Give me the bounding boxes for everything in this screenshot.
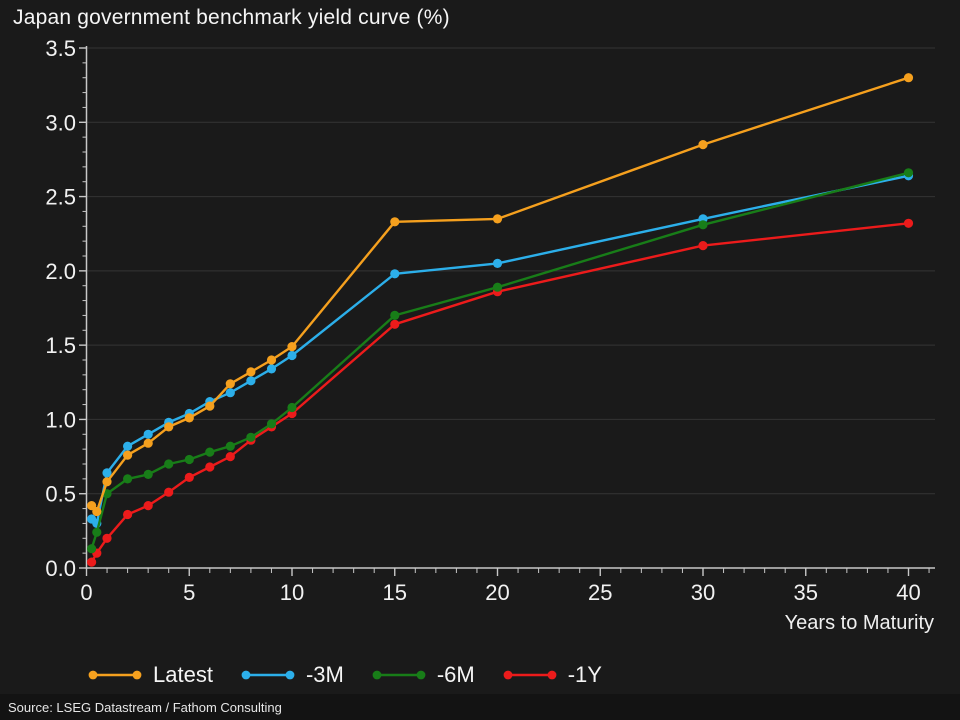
y-tick-label: 3.0 [45, 110, 76, 135]
y-tick-label: 2.5 [45, 185, 76, 210]
source-bar: Source: LSEG Datastream / Fathom Consult… [0, 694, 960, 720]
point-Latest-6y [205, 401, 215, 411]
point--3M-2y [123, 441, 133, 451]
point-Latest-4y [164, 422, 174, 432]
chart-title: Japan government benchmark yield curve (… [13, 6, 450, 29]
point--6M-0.5y [92, 527, 102, 537]
series-line-Latest [90, 76, 909, 513]
y-tick-label: 0.5 [45, 482, 76, 507]
yield-curve-chart: 0.0 0.5 1.0 1.5 2.0 2.5 3.0 3.5 0 5 10 15 20 25 30 35 40 [45, 36, 935, 605]
point-Latest-8y [246, 367, 256, 377]
point--6M-9y [266, 419, 277, 429]
legend-swatch-icon [241, 670, 295, 680]
point--6M-5y [184, 454, 194, 465]
series-line--1Y [90, 222, 909, 563]
point--1Y-7y [225, 452, 235, 462]
point-Latest-7y [225, 379, 235, 389]
point--3M-1y [102, 468, 112, 478]
point--1Y-15y [390, 319, 400, 329]
x-tick-label: 5 [183, 580, 195, 605]
legend-swatch-icon [88, 670, 142, 680]
point-Latest-15y [390, 217, 400, 227]
legend-swatch-icon [503, 670, 557, 680]
point--1Y-4y [164, 487, 174, 497]
y-tick-label: 1.0 [45, 407, 76, 432]
point--6M-4y [164, 459, 174, 469]
point--6M-15y [390, 310, 400, 320]
point--1Y-0.25y [87, 557, 97, 567]
legend-swatch-icon [372, 670, 426, 680]
point--3M-10y [287, 350, 297, 361]
legend-label: -1Y [567, 662, 602, 687]
point--1Y-1y [102, 533, 112, 543]
point-Latest-30y [698, 140, 708, 150]
point-Latest-40y [903, 73, 914, 83]
point--1Y-5y [184, 472, 194, 482]
point-Latest-2y [123, 450, 133, 460]
point--6M-8y [246, 432, 256, 442]
legend-item-minus-6m: -6M [370, 662, 475, 688]
legend-item-latest: Latest [86, 662, 213, 688]
point--6M-2y [123, 474, 133, 484]
x-tick-label: 10 [280, 580, 304, 605]
point--1Y-3y [143, 501, 153, 511]
point--6M-30y [698, 220, 708, 230]
point--6M-10y [287, 402, 297, 413]
point-Latest-0.25y [87, 501, 97, 511]
legend-label: -6M [436, 662, 475, 687]
point-Latest-5y [184, 413, 194, 423]
point-Latest-0.5y [92, 506, 102, 517]
legend-label: Latest [153, 662, 213, 687]
point--6M-3y [143, 469, 153, 479]
point--1Y-2y [123, 509, 133, 520]
point-Latest-20y [492, 214, 503, 224]
x-tick-label: 0 [80, 580, 92, 605]
y-tick-label: 3.5 [45, 36, 76, 61]
series-line--6M [90, 171, 909, 550]
point-Latest-10y [287, 342, 297, 352]
point--3M-9y [266, 364, 277, 374]
point--1Y-30y [698, 241, 708, 251]
x-tick-label: 35 [794, 580, 818, 605]
point-Latest-3y [143, 438, 153, 448]
legend-item-minus-1y: -1Y [501, 662, 602, 688]
y-tick-label: 1.5 [45, 333, 76, 358]
point--3M-8y [246, 376, 256, 386]
point--6M-0.25y [87, 544, 97, 554]
x-tick-label: 20 [485, 580, 509, 605]
point--6M-7y [225, 441, 235, 451]
legend-label: -3M [305, 662, 344, 687]
point--1Y-6y [205, 462, 215, 472]
x-tick-label: 30 [691, 580, 715, 605]
series-line--3M [90, 174, 909, 525]
point-Latest-9y [266, 355, 277, 365]
x-tick-label: 40 [896, 580, 920, 605]
source-attribution: Source: LSEG Datastream / Fathom Consult… [8, 699, 282, 715]
point--6M-20y [492, 282, 503, 292]
point--3M-15y [390, 269, 400, 279]
point--1Y-40y [903, 218, 914, 228]
point--3M-20y [492, 258, 503, 268]
point--6M-6y [205, 447, 215, 457]
x-tick-label: 25 [588, 580, 612, 605]
point--3M-3y [143, 429, 153, 439]
point-Latest-1y [102, 477, 112, 487]
point--3M-7y [225, 388, 235, 398]
legend-item-minus-3m: -3M [239, 662, 344, 688]
x-axis-title: Years to Maturity [784, 612, 934, 634]
x-tick-label: 15 [383, 580, 407, 605]
chart-legend: Latest -3M -6M -1Y [86, 662, 602, 688]
point--6M-40y [903, 168, 914, 178]
y-tick-label: 0.0 [45, 556, 76, 581]
y-tick-label: 2.0 [45, 259, 76, 284]
